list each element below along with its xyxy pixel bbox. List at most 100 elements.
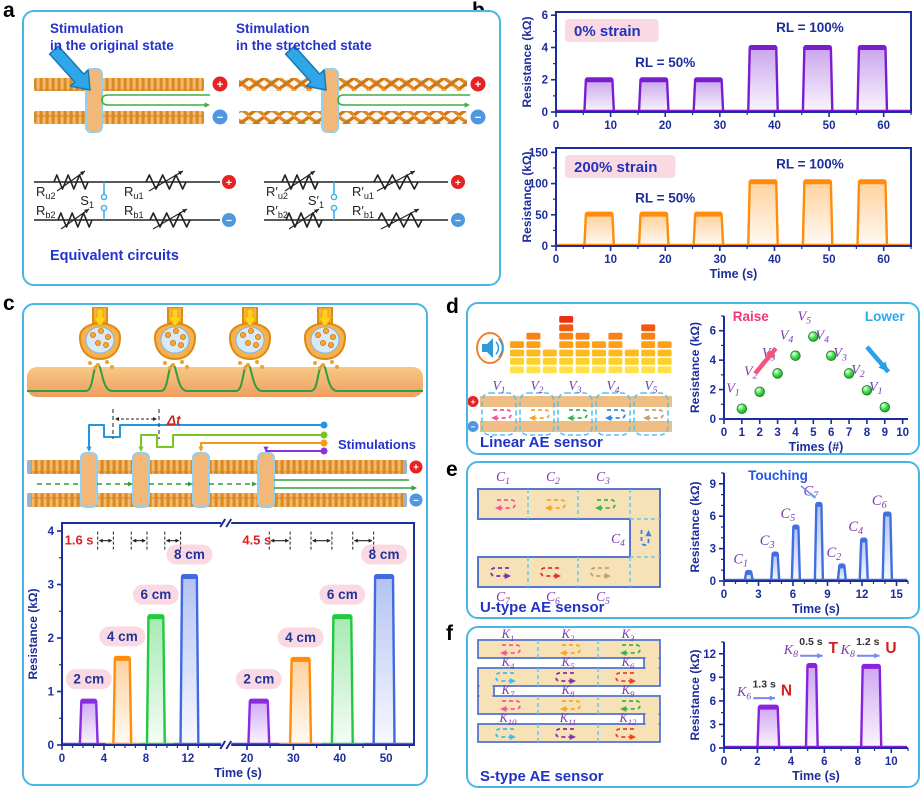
svg-text:9: 9 xyxy=(824,589,830,601)
svg-text:20: 20 xyxy=(659,254,672,266)
svg-text:C6: C6 xyxy=(872,493,888,511)
svg-text:0: 0 xyxy=(553,120,559,132)
svg-text:Ru1: Ru1 xyxy=(124,184,144,201)
svg-text:6: 6 xyxy=(710,511,716,523)
title-stretched-line2: in the stretched state xyxy=(236,38,372,53)
svg-text:6: 6 xyxy=(710,696,716,708)
svg-text:50: 50 xyxy=(380,753,393,765)
svg-text:10: 10 xyxy=(896,427,909,439)
svg-text:4 cm: 4 cm xyxy=(285,630,316,645)
svg-text:V2: V2 xyxy=(744,365,758,382)
svg-text:−: − xyxy=(471,423,476,432)
svg-text:K4: K4 xyxy=(501,655,515,671)
svg-text:8: 8 xyxy=(855,756,862,768)
svg-text:K6: K6 xyxy=(736,685,751,702)
panel-label-c: c xyxy=(3,292,15,315)
svg-text:150: 150 xyxy=(529,147,548,159)
svg-text:3: 3 xyxy=(48,580,54,592)
svg-text:+: + xyxy=(226,177,232,189)
svg-text:9: 9 xyxy=(710,479,716,491)
svg-text:C2: C2 xyxy=(546,469,560,487)
svg-text:0: 0 xyxy=(48,740,54,752)
svg-text:C5: C5 xyxy=(596,589,610,607)
svg-text:C7: C7 xyxy=(496,589,511,607)
svg-text:C3: C3 xyxy=(760,533,775,551)
svg-text:Times (#): Times (#) xyxy=(789,440,844,453)
svg-text:4 cm: 4 cm xyxy=(107,629,138,644)
svg-text:0: 0 xyxy=(721,756,727,768)
svg-text:30: 30 xyxy=(287,753,300,765)
chart-linear-sensor: V1V2V3V4V5V4V3V2V10123456789100246Resist… xyxy=(688,309,909,453)
panel-label-d: d xyxy=(446,295,459,318)
svg-text:0: 0 xyxy=(59,753,65,765)
svg-text:S1: S1 xyxy=(80,193,94,210)
svg-text:RL = 50%: RL = 50% xyxy=(635,190,695,205)
svg-text:R′u2: R′u2 xyxy=(266,184,288,201)
svg-text:K10: K10 xyxy=(498,711,517,727)
svg-text:40: 40 xyxy=(768,254,781,266)
svg-text:1: 1 xyxy=(739,427,746,439)
svg-text:1: 1 xyxy=(48,687,55,699)
svg-text:2 cm: 2 cm xyxy=(73,672,104,687)
svg-text:K8: K8 xyxy=(840,643,855,660)
panel-e-box: C1 C2 C3 C4 C7 C6 C5 C1 C3 C5 C7 C2 C4 C6 0 3 6 9 12 15 0 3 6… xyxy=(466,461,920,619)
svg-text:2 cm: 2 cm xyxy=(243,672,274,687)
svg-text:2: 2 xyxy=(757,427,763,439)
svg-text:V2: V2 xyxy=(851,363,865,380)
svg-text:1.2 s: 1.2 s xyxy=(856,636,880,648)
svg-text:V5: V5 xyxy=(645,378,658,396)
svg-text:Rb2: Rb2 xyxy=(36,203,56,220)
svg-text:6: 6 xyxy=(790,589,796,601)
svg-text:0: 0 xyxy=(721,589,727,601)
svg-text:−: − xyxy=(475,112,482,124)
svg-text:2: 2 xyxy=(710,385,716,397)
panel-label-e: e xyxy=(446,458,458,481)
svg-text:9: 9 xyxy=(710,672,716,684)
svg-text:3: 3 xyxy=(710,719,716,731)
svg-text:6: 6 xyxy=(542,10,548,22)
svg-text:V4: V4 xyxy=(816,329,830,346)
svg-text:−: − xyxy=(413,496,419,507)
svg-text:3: 3 xyxy=(710,544,716,556)
svg-text:12: 12 xyxy=(856,589,869,601)
title-original-state: Stimulation in the original state xyxy=(50,20,174,54)
svg-text:C1: C1 xyxy=(733,551,748,569)
svg-text:Time (s): Time (s) xyxy=(792,769,840,783)
svg-text:V1: V1 xyxy=(726,382,739,399)
panel-a-box: + − + − Ru2 S1 Ru1 Rb2 Rb1 + − R′u2 S′1 R′u1 R′b2 R′b1 +… xyxy=(22,10,501,286)
svg-text:4: 4 xyxy=(101,753,108,765)
svg-text:6 cm: 6 cm xyxy=(327,587,358,602)
svg-text:0: 0 xyxy=(710,414,716,426)
svg-text:20: 20 xyxy=(241,753,254,765)
svg-text:V4: V4 xyxy=(780,329,794,346)
svg-text:+: + xyxy=(455,177,461,189)
s-type-sensor-caption: S-type AE sensor xyxy=(480,768,604,785)
svg-text:5: 5 xyxy=(810,427,817,439)
stimulation-diagram: Stimulations Δt + − xyxy=(27,409,423,508)
equivalent-circuits-caption: Equivalent circuits xyxy=(50,248,179,264)
svg-text:0: 0 xyxy=(542,107,548,119)
svg-text:Touching: Touching xyxy=(748,468,808,483)
svg-text:C1: C1 xyxy=(496,469,510,487)
svg-text:9: 9 xyxy=(882,427,888,439)
svg-text:C7: C7 xyxy=(804,483,820,501)
svg-text:+: + xyxy=(413,463,419,474)
svg-text:Time (s): Time (s) xyxy=(214,766,262,780)
panel-label-f: f xyxy=(446,622,453,645)
svg-text:K11: K11 xyxy=(559,711,576,727)
svg-text:Δt: Δt xyxy=(166,413,181,428)
svg-text:4: 4 xyxy=(710,355,717,367)
svg-text:Resistance (kΩ): Resistance (kΩ) xyxy=(26,589,40,680)
svg-text:3: 3 xyxy=(774,427,780,439)
svg-text:C4: C4 xyxy=(848,519,863,537)
svg-text:50: 50 xyxy=(823,254,836,266)
svg-text:R′b2: R′b2 xyxy=(266,203,288,220)
panel-a-diagram: + − + − Ru2 S1 Ru1 Rb2 Rb1 + − R′u2 S′1 R′u1 R′b2 R′b1 +… xyxy=(34,45,486,230)
svg-text:3: 3 xyxy=(755,589,761,601)
chart-0-percent-strain: 0 10 20 30 40 50 60 0 2 4 6 Resistance (kΩ) 0% strai… xyxy=(520,10,912,132)
svg-text:4: 4 xyxy=(788,756,795,768)
svg-text:2: 2 xyxy=(48,633,54,645)
svg-text:Stimulations: Stimulations xyxy=(338,437,416,452)
